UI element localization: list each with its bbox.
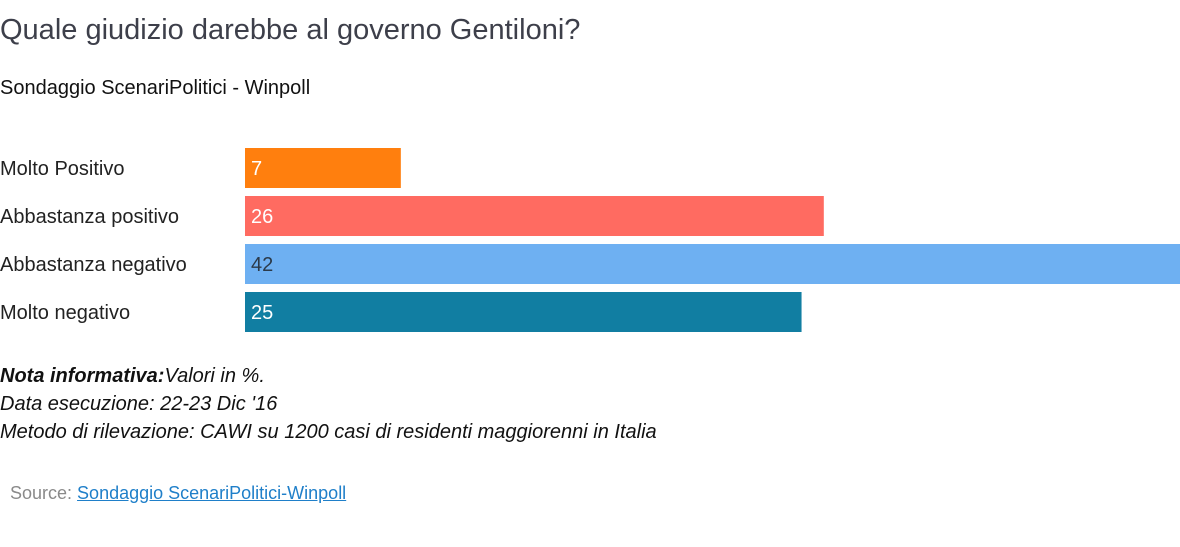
note-date: Data esecuzione: 22-23 Dic '16 — [0, 393, 278, 415]
bar-value-label: 25 — [251, 302, 273, 324]
category-label: Molto Positivo — [0, 158, 125, 180]
bar — [245, 148, 401, 188]
category-label: Abbastanza negativo — [0, 254, 187, 276]
bar — [245, 244, 1180, 284]
note-line-1: Nota informativa:Valori in %. — [0, 362, 657, 390]
info-note: Nota informativa:Valori in %. Data esecu… — [0, 362, 657, 446]
bar-value-label: 42 — [251, 254, 273, 276]
bar — [245, 292, 802, 332]
source-line: Source: Sondaggio ScenariPolitici-Winpol… — [10, 483, 346, 504]
chart-subtitle: Sondaggio ScenariPolitici - Winpoll — [0, 77, 311, 99]
source-link[interactable]: Sondaggio ScenariPolitici-Winpoll — [77, 483, 347, 503]
chart-title: Quale giudizio darebbe al governo Gentil… — [0, 14, 581, 46]
bar-value-label: 26 — [251, 206, 273, 228]
bar-value-label: 7 — [251, 158, 262, 180]
category-label: Molto negativo — [0, 302, 130, 324]
bar — [245, 196, 824, 236]
category-label: Abbastanza positivo — [0, 206, 179, 228]
note-values-unit: Valori in %. — [164, 365, 265, 387]
note-label: Nota informativa: — [0, 365, 165, 387]
note-method: Metodo di rilevazione: CAWI su 1200 casi… — [0, 421, 657, 443]
source-label: Source: — [10, 483, 78, 503]
bar-chart: Molto Positivo 7 Abbastanza positivo 26 Abba… — [0, 148, 1180, 332]
